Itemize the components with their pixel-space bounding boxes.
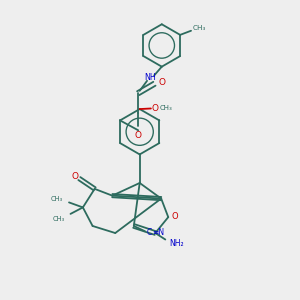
Text: CH₃: CH₃ — [51, 196, 63, 202]
Text: O: O — [71, 172, 78, 181]
Text: C: C — [146, 228, 152, 237]
Text: CH₃: CH₃ — [159, 106, 172, 112]
Text: NH₂: NH₂ — [169, 238, 184, 247]
Text: O: O — [152, 104, 158, 113]
Text: CH₃: CH₃ — [193, 26, 206, 32]
Text: O: O — [134, 131, 141, 140]
Text: CH₃: CH₃ — [52, 216, 64, 222]
Text: NH: NH — [145, 74, 157, 82]
Text: O: O — [172, 212, 178, 221]
Text: ≡N: ≡N — [152, 228, 164, 237]
Text: O: O — [158, 78, 166, 87]
